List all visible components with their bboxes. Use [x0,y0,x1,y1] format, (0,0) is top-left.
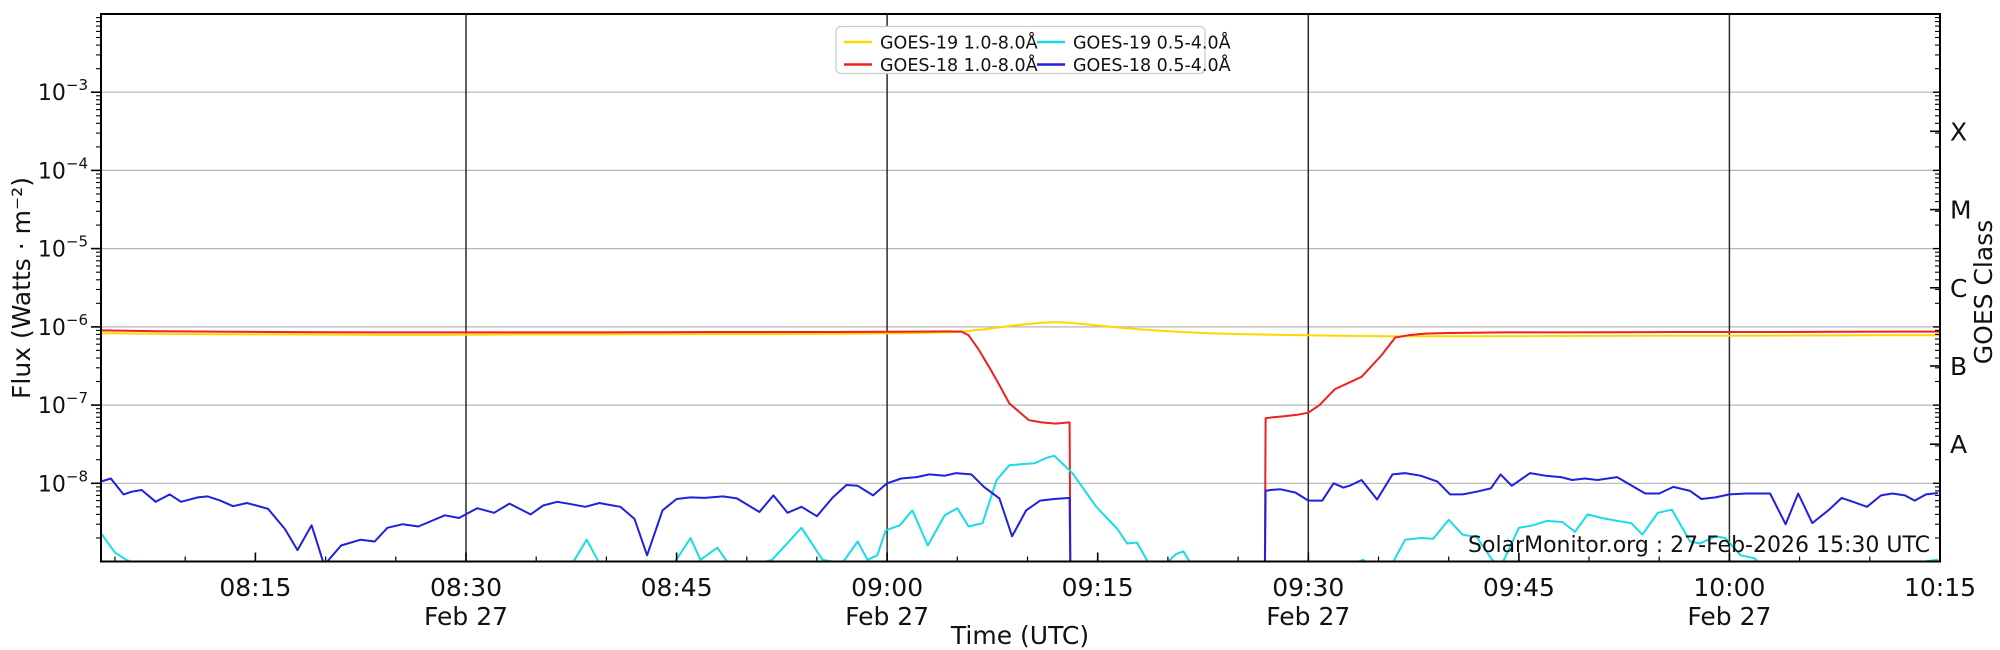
right-axis-title: GOES Class [1969,220,1998,364]
series-goes-18-0-5-4-0- [101,472,1072,562]
x-tick-date-sublabel: Feb 27 [1266,602,1350,631]
series-goes-19-1-0-8-0- [101,321,1940,338]
y-tick-label: 10−8 [38,467,88,497]
series-goes-18-1-0-8-0- [1263,330,1940,562]
series-goes-18-1-0-8-0- [101,329,1072,562]
y-tick-label: 10−4 [38,154,88,184]
y-tick-label: 10−6 [38,311,88,341]
goes-class-letter: B [1950,352,1967,381]
x-tick-date-sublabel: Feb 27 [424,602,508,631]
x-tick-label: 08:45 [641,573,713,602]
series-goes-18-0-5-4-0- [1263,472,1939,562]
x-tick-label: 09:00 [851,573,923,602]
x-tick-label: 09:15 [1062,573,1134,602]
goes-class-letter: C [1950,274,1967,303]
x-tick-date-sublabel: Feb 27 [845,602,929,631]
x-tick-label: 09:45 [1483,573,1555,602]
goes-class-letter: A [1950,430,1967,459]
legend-item-label: GOES-18 1.0-8.0Å [880,54,1038,76]
legend-item-label: GOES-19 1.0-8.0Å [880,32,1038,54]
gridlines-layer [101,14,1940,562]
legend-box [835,25,1206,75]
plot-frame [100,13,1941,563]
legend-item-label: GOES-19 0.5-4.0Å [1073,32,1231,54]
data-series-layer [101,321,1940,562]
x-tick-label: 10:15 [1904,573,1976,602]
ticks-layer [91,17,1941,562]
goes-class-letter: X [1950,117,1967,146]
y-tick-label: 10−3 [38,76,88,106]
x-tick-date-sublabel: Feb 27 [1687,602,1771,631]
watermark: SolarMonitor.org : 27-Feb-2026 15:30 UTC [1468,533,1930,558]
x-axis-title: Time (UTC) [950,621,1089,650]
y-axis-title: Flux (Watts · m⁻²) [7,177,36,399]
goes-class-letter: M [1950,196,1972,225]
y-tick-label: 10−5 [38,233,88,263]
y-tick-label: 10−7 [38,389,88,419]
x-tick-label: 08:30 [430,573,502,602]
x-tick-label: 09:30 [1272,573,1344,602]
x-tick-label: 08:15 [219,573,291,602]
x-tick-label: 10:00 [1693,573,1765,602]
series-goes-19-0-5-4-0- [101,454,1939,562]
legend-item-label: GOES-18 0.5-4.0Å [1073,54,1231,76]
